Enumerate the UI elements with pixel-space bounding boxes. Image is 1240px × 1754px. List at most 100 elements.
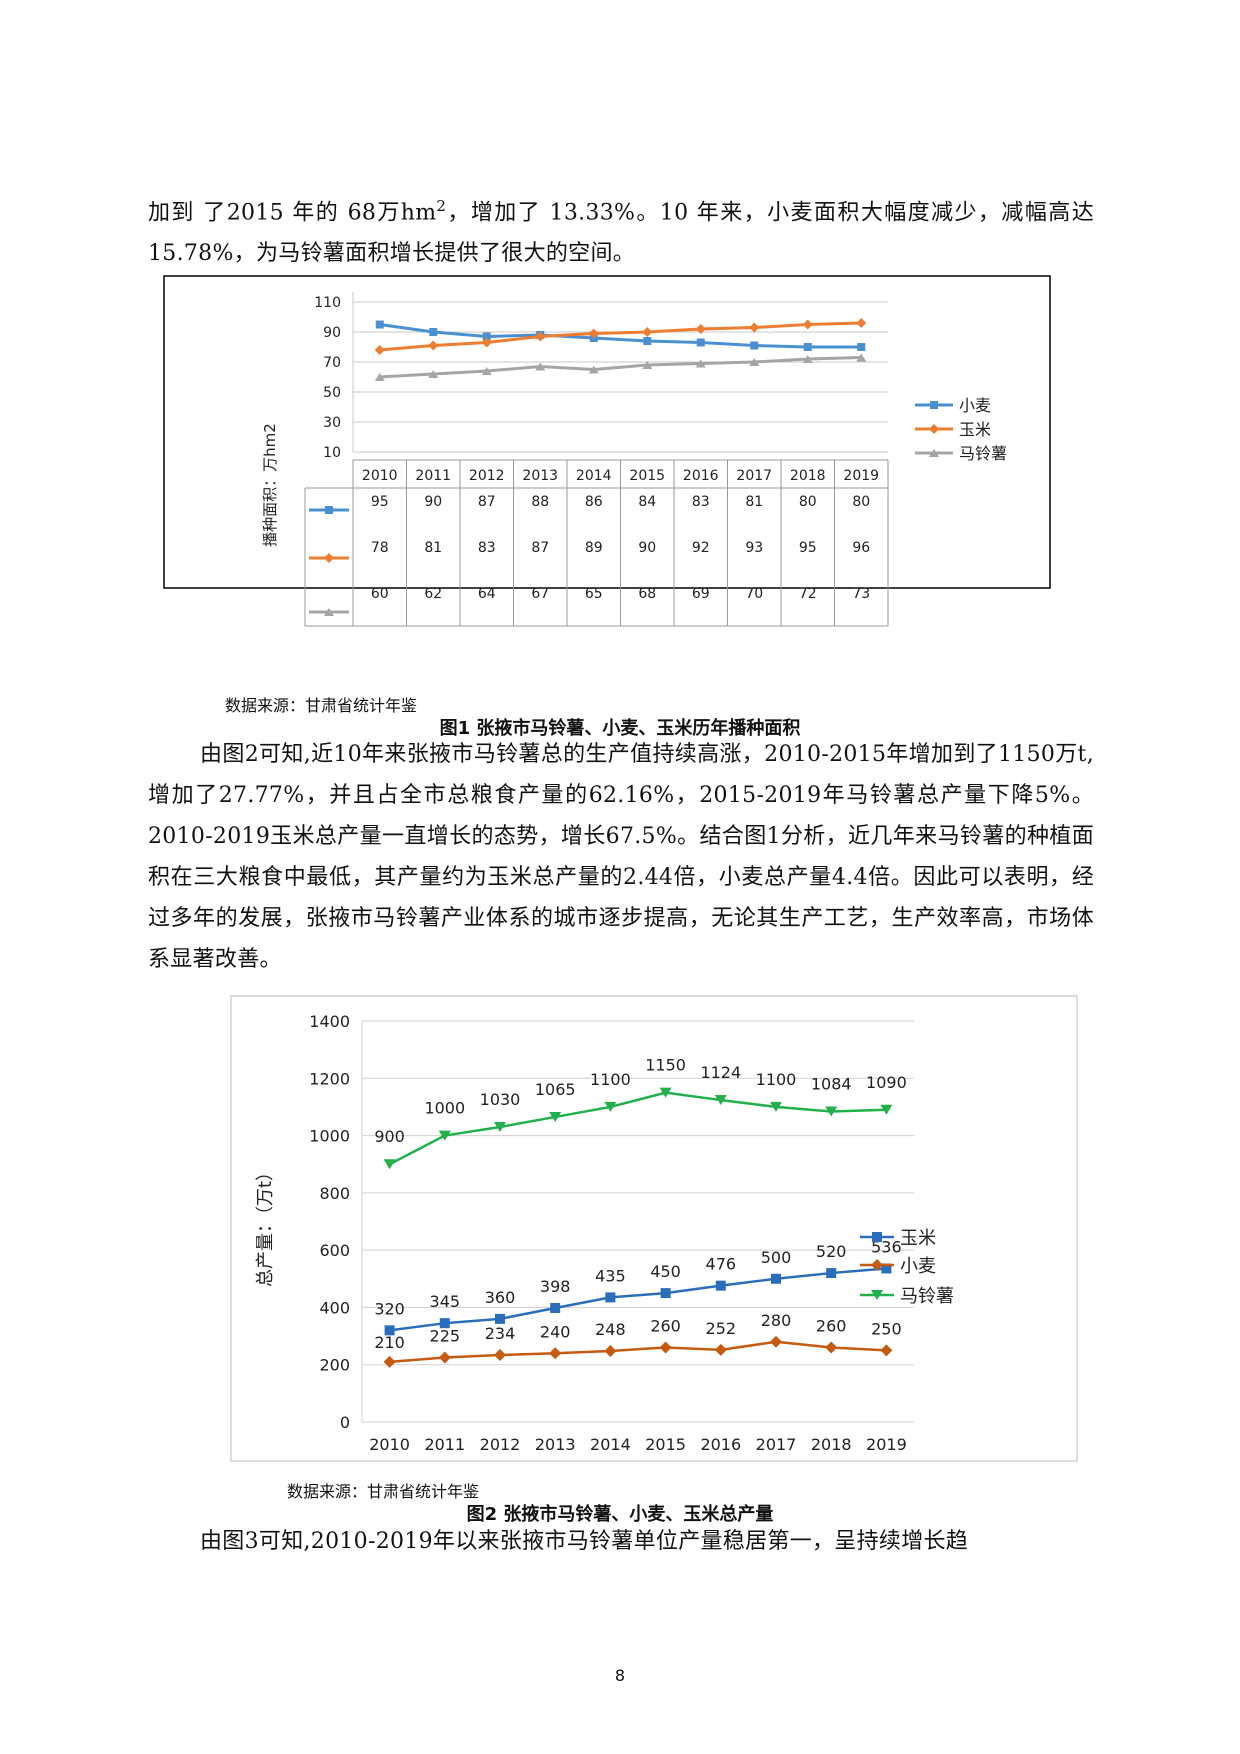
- series-line-小麦: [379, 323, 862, 349]
- series-line-玉米: [389, 1267, 887, 1332]
- data-label-玉米-2012: 360: [485, 1288, 516, 1307]
- y-tick-label: 400: [319, 1298, 350, 1317]
- table-value-玉米-2010: 78: [371, 540, 389, 556]
- data-point-小麦-2012: [494, 1348, 506, 1361]
- category-label-2010: 2010: [362, 468, 398, 484]
- data-label-马铃薯-2013: 1065: [535, 1080, 576, 1099]
- y-tick-label: 70: [323, 355, 341, 371]
- figure-1-caption: 图1 张掖市马铃薯、小麦、玉米历年播种面积: [439, 718, 801, 739]
- data-label-小麦-2016: 252: [706, 1319, 737, 1338]
- data-point-玉米-2014: [605, 1292, 616, 1303]
- table-value-玉米-2014: 89: [585, 540, 603, 556]
- table-value-玉米-2012: 83: [478, 540, 496, 556]
- data-label-小麦-2014: 248: [595, 1320, 626, 1339]
- data-point-玉米-2013: [535, 331, 546, 342]
- figure-2-chart: 0 200 400 600 800 1000 1200 1400 2010 2011 2012 201…: [230, 995, 1078, 1462]
- table-value-马铃薯-2016: 69: [692, 586, 710, 602]
- table-value-玉米-2018: 95: [799, 540, 817, 556]
- y-tick-label: 0: [340, 1413, 350, 1432]
- table-value-玉米-2016: 92: [692, 540, 710, 556]
- figure-1-frame: [163, 275, 1051, 589]
- x-tick-label-2013: 2013: [535, 1435, 576, 1454]
- table-value-玉米-2017: 93: [745, 540, 763, 556]
- data-point-小麦-2010: [375, 320, 384, 329]
- data-point-玉米-2012: [495, 1313, 505, 1324]
- data-point-小麦-2015: [659, 1341, 672, 1354]
- table-value-玉米-2015: 90: [638, 540, 656, 556]
- page-number: 8: [614, 1666, 626, 1685]
- data-point-小麦-2010: [383, 1355, 396, 1368]
- data-label-小麦-2015: 260: [650, 1317, 681, 1336]
- category-label-2016: 2016: [683, 468, 719, 484]
- table-value-小麦-2017: 81: [745, 494, 763, 510]
- x-tick-label-2015: 2015: [645, 1435, 686, 1454]
- data-label-马铃薯-2019: 1090: [866, 1073, 907, 1092]
- table-value-小麦-2015: 84: [638, 494, 656, 510]
- data-point-玉米-2016: [715, 1280, 726, 1291]
- y-tick-label: 30: [323, 415, 341, 431]
- data-label-小麦-2012: 234: [485, 1324, 516, 1343]
- legend-label-小麦: 小麦: [900, 1256, 936, 1277]
- table-value-马铃薯-2012: 64: [478, 586, 496, 602]
- data-point-小麦-2016: [714, 1343, 727, 1356]
- data-point-马铃薯-2018: [825, 1106, 838, 1117]
- legend-label-小麦: 小麦: [959, 396, 991, 415]
- legend-label-玉米: 玉米: [959, 420, 991, 439]
- data-point-玉米-2015: [660, 1288, 671, 1299]
- category-label-2011: 2011: [415, 468, 451, 484]
- legend-marker-玉米: [929, 424, 939, 434]
- x-tick-label-2014: 2014: [590, 1435, 631, 1454]
- x-tick-label-2011: 2011: [424, 1435, 465, 1454]
- data-point-马铃薯-2013: [535, 362, 546, 371]
- legend-label-马铃薯: 马铃薯: [959, 444, 1007, 463]
- category-label-2015: 2015: [629, 468, 665, 484]
- figure-2-caption: 图2 张掖市马铃薯、小麦、玉米总产量: [466, 1504, 774, 1525]
- data-point-玉米-2014: [588, 328, 599, 339]
- x-tick-label-2016: 2016: [700, 1435, 741, 1454]
- category-label-2014: 2014: [576, 468, 612, 484]
- data-label-玉米-2013: 398: [540, 1277, 571, 1296]
- table-value-马铃薯-2011: 62: [424, 586, 442, 602]
- data-point-玉米-2013: [550, 1303, 561, 1314]
- data-point-玉米-2011: [428, 340, 439, 351]
- data-point-小麦-2017: [750, 341, 759, 350]
- x-tick-label-2017: 2017: [756, 1435, 797, 1454]
- data-point-马铃薯-2015: [659, 1087, 672, 1098]
- y-tick-label: 10: [323, 445, 341, 461]
- y-tick-label: 1400: [309, 1012, 350, 1031]
- data-point-小麦-2019: [857, 343, 866, 351]
- data-point-小麦-2011: [438, 1351, 451, 1364]
- paragraph-1: 加到 了2015 年的 68万hm2，增加了 13.33%。10 年来，小麦面积…: [148, 197, 1094, 267]
- data-label-玉米-2011: 345: [430, 1292, 461, 1311]
- data-label-小麦-2019: 250: [871, 1319, 902, 1338]
- y-axis-label: 总产量：（万t）: [255, 1163, 276, 1287]
- table-value-小麦-2019: 80: [852, 494, 870, 510]
- category-label-2017: 2017: [736, 468, 772, 484]
- series-line-玉米: [379, 321, 862, 352]
- table-value-马铃薯-2010: 60: [371, 586, 389, 602]
- legend-marker-小麦: [871, 1259, 883, 1271]
- table-value-马铃薯-2017: 70: [745, 586, 763, 602]
- data-label-马铃薯-2010: 900: [374, 1127, 405, 1146]
- table-key-marker-玉米: [324, 553, 334, 563]
- data-point-马铃薯-2014: [588, 365, 599, 374]
- data-point-玉米-2010: [384, 1325, 395, 1336]
- data-point-小麦-2011: [429, 328, 438, 336]
- data-point-玉米-2017: [771, 1273, 781, 1284]
- table-value-玉米-2019: 96: [852, 540, 870, 556]
- data-point-小麦-2014: [604, 1344, 617, 1357]
- legend-marker-小麦: [930, 401, 938, 409]
- y-tick-label: 110: [314, 295, 341, 311]
- data-label-小麦-2011: 225: [430, 1327, 461, 1346]
- paragraph-3: 由图3可知,2010-2019年以来张掖市马铃薯单位产量稳居第一，呈持续增长趋: [200, 1529, 969, 1554]
- x-tick-label-2018: 2018: [811, 1435, 852, 1454]
- series-line-马铃薯: [379, 356, 862, 379]
- table-value-马铃薯-2015: 68: [638, 586, 656, 602]
- data-point-马铃薯-2014: [604, 1101, 617, 1112]
- figure-2-source: 数据来源：甘肃省统计年鉴: [287, 1482, 480, 1501]
- paragraph-2: 由图2可知,近10年来张掖市马铃薯总的生产值持续高涨，2010-2015年增加到…: [148, 742, 1094, 972]
- data-point-小麦-2019: [880, 1344, 893, 1357]
- data-point-马铃薯-2011: [428, 370, 439, 378]
- data-point-玉米-2016: [695, 324, 706, 334]
